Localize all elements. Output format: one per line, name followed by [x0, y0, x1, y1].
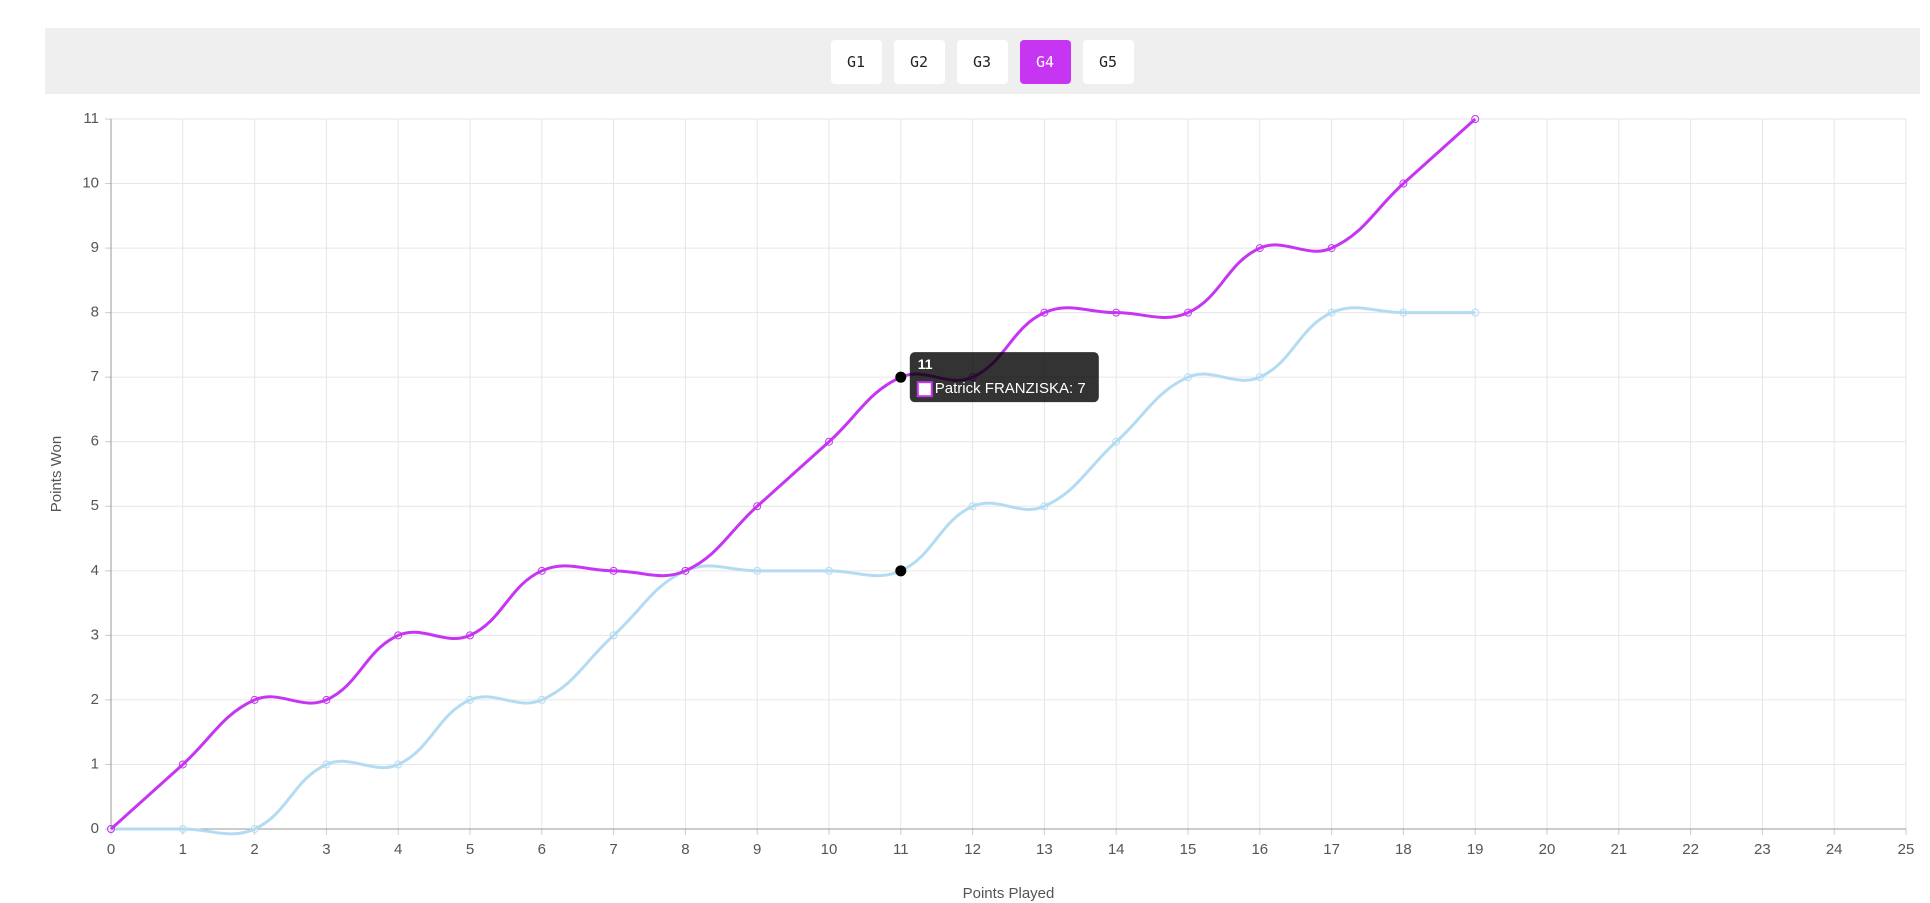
data-point — [825, 566, 833, 575]
x-tick-label: 1 — [179, 841, 187, 858]
data-point — [609, 566, 618, 575]
tooltip-box — [909, 352, 1099, 403]
data-point — [1040, 308, 1049, 317]
series-line — [111, 306, 1476, 836]
y-tick-label: 10 — [82, 175, 99, 192]
data-point — [537, 695, 546, 704]
data-point — [1327, 308, 1336, 317]
data-point — [322, 695, 331, 704]
game-tab[interactable]: G3 — [956, 40, 1008, 84]
data-point — [1471, 308, 1480, 317]
series-line — [109, 117, 1477, 831]
data-point — [250, 695, 259, 704]
x-tick-label: 22 — [1682, 841, 1699, 858]
y-tick-label: 2 — [91, 691, 99, 708]
y-tick-label: 0 — [91, 820, 99, 837]
tooltip-title: 11 — [918, 356, 933, 372]
data-point — [825, 437, 833, 446]
data-point — [466, 631, 474, 640]
x-tick-label: 15 — [1180, 841, 1197, 858]
data-point — [394, 631, 403, 640]
data-point — [250, 825, 259, 833]
data-point — [753, 566, 762, 575]
data-point — [1327, 244, 1336, 253]
data-point — [1112, 437, 1121, 446]
x-tick-label: 13 — [1036, 841, 1053, 858]
x-tick-label: 7 — [609, 841, 617, 858]
x-tick-label: 20 — [1539, 841, 1556, 858]
y-tick-label: 9 — [91, 239, 99, 256]
x-tick-label: 11 — [893, 841, 909, 858]
x-tick-label: 5 — [466, 841, 474, 858]
data-point — [968, 502, 977, 511]
x-tick-label: 25 — [1898, 841, 1915, 858]
data-point — [1255, 373, 1264, 382]
data-point — [1184, 308, 1192, 317]
x-axis-label: Points Played — [963, 885, 1055, 902]
data-point — [1040, 502, 1049, 511]
game-tabs: G1 G2 G3 G4 G5 — [45, 28, 1920, 94]
x-tick-label: 3 — [322, 841, 330, 858]
x-tick-label: 21 — [1610, 841, 1627, 858]
x-tick-label: 16 — [1251, 841, 1268, 858]
data-point — [895, 371, 907, 383]
x-tick-label: 9 — [753, 841, 761, 858]
data-point — [895, 565, 907, 577]
y-tick-label: 7 — [91, 368, 99, 385]
data-point — [178, 760, 187, 769]
data-point — [753, 502, 762, 511]
data-point — [107, 825, 115, 833]
x-tick-label: 12 — [964, 841, 981, 858]
y-tick-label: 1 — [91, 755, 99, 772]
game-tab[interactable]: G5 — [1082, 40, 1134, 84]
x-tick-label: 14 — [1108, 841, 1125, 858]
data-point — [466, 695, 474, 704]
y-axis-label: Points Won — [48, 436, 65, 512]
x-tick-label: 10 — [821, 841, 838, 858]
data-point — [1255, 244, 1264, 253]
data-point — [1399, 308, 1408, 317]
y-tick-label: 11 — [83, 110, 99, 127]
data-point — [178, 825, 187, 833]
x-tick-label: 4 — [394, 841, 402, 858]
y-tick-label: 5 — [91, 497, 99, 514]
y-tick-label: 6 — [91, 433, 99, 450]
data-point — [1184, 373, 1192, 382]
game-tab[interactable]: G1 — [830, 40, 882, 84]
x-tick-label: 23 — [1754, 841, 1771, 858]
data-point — [1112, 308, 1121, 317]
x-tick-label: 18 — [1395, 841, 1412, 858]
y-tick-label: 4 — [91, 562, 99, 579]
data-point — [537, 566, 546, 575]
x-tick-label: 2 — [250, 841, 258, 858]
x-tick-label: 0 — [107, 841, 115, 858]
data-point — [681, 566, 690, 575]
game-tab[interactable]: G4 — [1019, 40, 1071, 84]
y-tick-label: 8 — [91, 304, 99, 321]
tooltip-label: Patrick FRANZISKA: 7 — [935, 380, 1086, 397]
y-tick-label: 3 — [91, 626, 99, 643]
data-point — [322, 760, 331, 769]
data-point — [1471, 115, 1480, 123]
x-tick-label: 6 — [538, 841, 546, 858]
x-tick-label: 19 — [1467, 841, 1484, 858]
data-point — [609, 631, 618, 640]
data-point — [1399, 179, 1408, 188]
x-tick-label: 17 — [1323, 841, 1340, 858]
x-tick-label: 8 — [681, 841, 689, 858]
x-tick-label: 24 — [1826, 841, 1843, 858]
data-point — [394, 760, 403, 769]
game-tab[interactable]: G2 — [893, 40, 945, 84]
tooltip-swatch — [916, 381, 933, 398]
